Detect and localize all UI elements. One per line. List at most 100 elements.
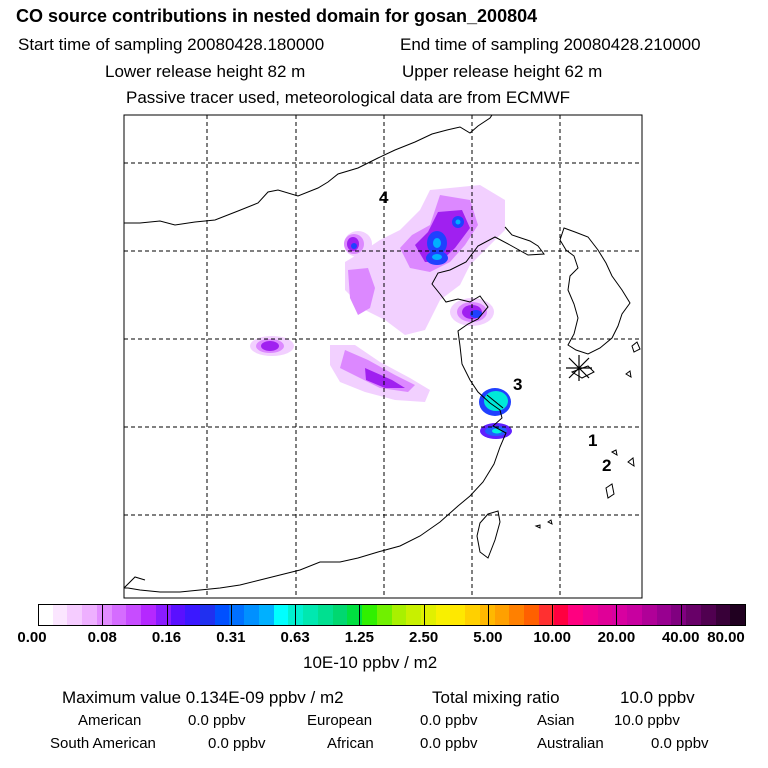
map-background [124,115,642,598]
colorbar-segment [141,604,157,626]
region-name: European [307,712,373,729]
region-name: Australian [537,735,604,752]
colorbar-segment [524,604,540,626]
region-value: 0.0 ppbv [420,735,478,752]
coastlines [124,115,641,593]
colorbar-major-box [552,604,618,626]
colorbar-segment [686,604,702,626]
plume-core [432,219,461,260]
colorbar-segment [67,604,83,626]
colorbar-segment [38,604,54,626]
region-value: 0.0 ppbv [420,712,478,729]
region-name: South American [50,735,156,752]
concentration-plume [250,185,512,439]
map-label-1: 1 [588,431,597,450]
colorbar-segment [538,604,554,626]
colorbar-segment [435,604,451,626]
colorbar-major-box [359,604,425,626]
colorbar-tick-label: 0.00 [17,629,47,646]
colorbar-segment [185,604,201,626]
colorbar-tick-label: 0.08 [87,629,117,646]
colorbar-segment [568,604,584,626]
colorbar-segment [391,604,407,626]
colorbar-tick-label: 0.16 [151,629,182,646]
start-time-label: Start time of sampling 20080428.180000 [18,35,325,54]
colorbar-segment [465,604,481,626]
region-value: 0.0 ppbv [651,735,709,752]
map-label-4: 4 [379,188,389,207]
colorbar-segment [656,604,672,626]
colorbar-segment [258,604,275,626]
total-mixing-label: Total mixing ratio [432,688,560,707]
release-segment [486,394,504,409]
colorbar-segment [229,604,245,626]
colorbar-segment [700,604,717,626]
colorbar-segment [347,604,363,626]
colorbar-segment [126,604,142,626]
region-value: 0.0 ppbv [208,735,266,752]
colorbar-segment [597,604,613,626]
region-value: 10.0 ppbv [614,712,680,729]
chart-title: CO source contributions in nested domain… [16,6,538,26]
colorbar-segment [317,604,334,626]
colorbar-segment [450,604,466,626]
colorbar-segment [479,604,496,626]
region-name: Asian [537,712,575,729]
total-mixing-value: 10.0 ppbv [620,688,695,707]
colorbar-segment [376,604,392,626]
colorbar-segment [494,604,510,626]
colorbar-tick-label: 1.25 [344,629,374,646]
region-value: 0.0 ppbv [188,712,246,729]
colorbar-major-box [38,604,104,626]
colorbar-segment [641,604,658,626]
colorbar-tick-label: 0.63 [280,629,310,646]
colorbar-segment [553,604,569,626]
region-name: African [327,735,374,752]
colorbar-segment [111,604,127,626]
map-label-3: 3 [513,375,522,394]
colorbar-segment [332,604,348,626]
colorbar-tick-label: 20.00 [597,629,636,646]
colorbar-segment [730,604,746,626]
colorbar-major-box [487,604,554,626]
colorbar-segment [406,604,422,626]
colorbar-major-box [102,604,168,626]
colorbar-tick-label: 40.00 [661,629,700,646]
colorbar-segment [715,604,731,626]
max-value-label: Maximum value 0.134E-09 ppbv / m2 [62,688,344,707]
colorbar-major-box [423,604,489,626]
colorbar-segment [671,604,687,626]
colorbar-segment [420,604,437,626]
colorbar-tick-label: 0.31 [216,629,246,646]
colorbar-segment [96,604,113,626]
colorbar-segment [509,604,525,626]
colorbar-major-box [230,604,297,626]
colorbar-segment [82,604,98,626]
colorbar-tick-label: 2.50 [409,629,439,646]
colorbar-segment [582,604,599,626]
colorbar-tick-label: 10.00 [533,629,571,646]
colorbar-segment [303,604,319,626]
map-frame [123,114,643,599]
lower-release-label: Lower release height 82 m [105,62,306,81]
colorbar-segment [244,604,260,626]
colorbar-tick-label: 5.00 [473,629,503,646]
colorbar-segment [170,604,186,626]
end-time-label: End time of sampling 20080428.210000 [400,35,701,54]
colorbar-segment [200,604,216,626]
colorbar-major-box [166,604,232,626]
colorbar-segment [52,604,68,626]
colorbar-units: 10E-10 ppbv / m2 [303,653,438,672]
colorbar-tick-label: 80.00 [707,629,745,646]
colorbar-segment [627,604,643,626]
lat-lon-grid [124,115,642,598]
region-name: American [78,712,142,729]
colorbar-segment [362,604,378,626]
info-line: Passive tracer used, meteorological data… [126,88,571,107]
colorbar-segment [273,604,289,626]
upper-release-label: Upper release height 62 m [402,62,603,81]
colorbar-segment [612,604,628,626]
map-label-2: 2 [602,456,611,475]
station-asterisk-marker [566,355,592,381]
